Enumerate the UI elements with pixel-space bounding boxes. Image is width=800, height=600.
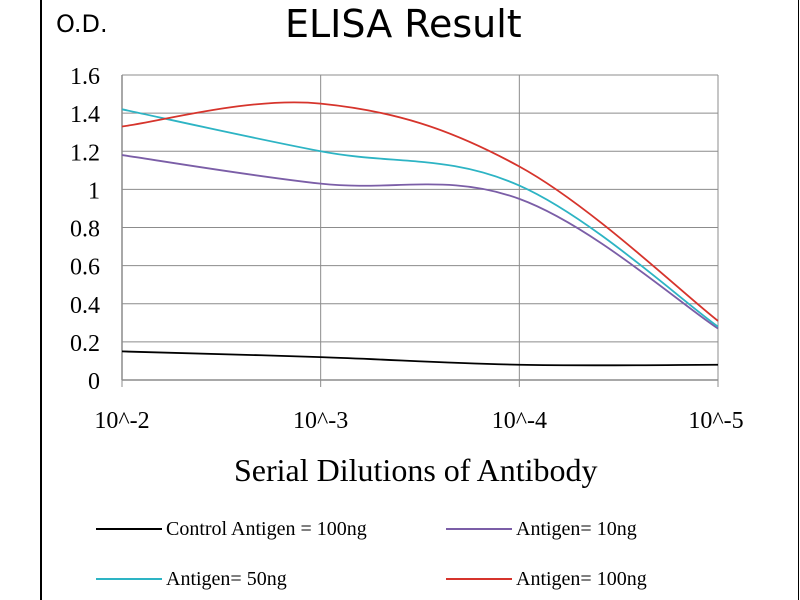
legend-label: Antigen= 100ng — [516, 567, 647, 590]
y-tick-label: 0.8 — [70, 217, 100, 243]
x-tick-label: 10^-2 — [94, 408, 149, 434]
legend-label: Antigen= 10ng — [516, 517, 637, 540]
x-tick-label: 10^-3 — [293, 408, 348, 434]
series-line — [121, 350, 719, 367]
chart-frame — [40, 0, 799, 600]
series-line — [121, 154, 719, 330]
legend-swatch — [96, 528, 162, 530]
grid — [122, 74, 719, 380]
series-lines — [121, 101, 719, 367]
legend-label: Antigen= 50ng — [166, 567, 287, 590]
y-axis-label: O.D. — [56, 10, 108, 38]
y-tick-label: 1.4 — [70, 102, 100, 128]
x-tick-label: 10^-5 — [688, 408, 743, 434]
legend-swatch — [446, 528, 512, 530]
y-tick-label: 0.4 — [70, 293, 100, 319]
legend-swatch — [96, 578, 162, 580]
series-line — [121, 108, 719, 328]
legend-item-100ng: Antigen= 100ng — [446, 568, 647, 590]
legend-item-control: Control Antigen = 100ng — [96, 518, 367, 540]
legend-item-50ng: Antigen= 50ng — [96, 568, 287, 590]
y-tick-label: 0 — [88, 369, 100, 395]
chart-title: ELISA Result — [285, 2, 522, 46]
x-tick-label: 10^-4 — [492, 408, 547, 434]
axes: 0 0.2 0.4 0.6 0.8 1 1.2 1.4 1.6 10^-2 10^-3 10^-4 10… — [70, 64, 744, 434]
series-line — [121, 101, 719, 322]
y-tick-label: 0.2 — [70, 331, 100, 357]
y-tick-label: 1.2 — [70, 140, 100, 166]
y-tick-label: 1.6 — [70, 64, 100, 90]
x-axis-label: Serial Dilutions of Antibody — [234, 452, 598, 488]
legend-item-10ng: Antigen= 10ng — [446, 518, 637, 540]
y-tick-label: 1 — [88, 178, 100, 204]
legend-label: Control Antigen = 100ng — [166, 517, 367, 540]
legend-swatch — [446, 578, 512, 580]
y-tick-label: 0.6 — [70, 255, 100, 281]
